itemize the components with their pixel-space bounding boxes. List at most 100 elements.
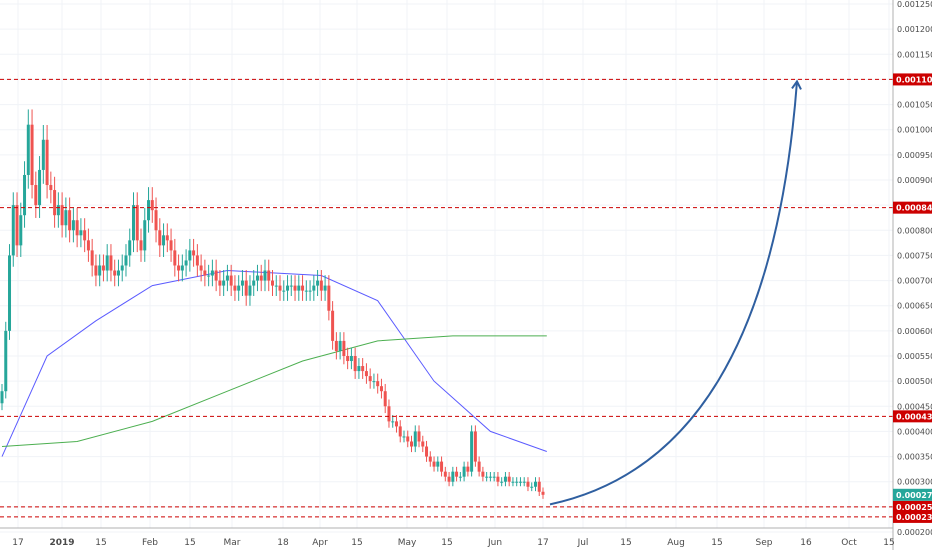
price-tick-label: 0.00040000 — [897, 427, 932, 436]
candle-body — [331, 310, 335, 341]
candle-body — [323, 285, 327, 291]
candle-body — [342, 340, 346, 356]
candle-body — [503, 476, 507, 482]
candle-body — [436, 461, 440, 467]
time-tick-label: 15 — [184, 538, 195, 548]
candle-body — [391, 421, 395, 423]
level-tag — [893, 510, 932, 523]
price-tick-label: 0.00030000 — [897, 478, 932, 487]
candle-body — [488, 476, 492, 478]
price-tick-label: 0.00105000 — [897, 101, 932, 110]
candle-body — [177, 265, 181, 271]
price-tick-label: 0.00050000 — [897, 377, 932, 386]
candle-body — [195, 255, 199, 266]
candle-body — [470, 431, 474, 472]
candle-body — [210, 270, 214, 276]
price-tick-label: 0.00020000 — [897, 528, 932, 537]
candle-body — [30, 124, 34, 186]
time-tick-label: May — [398, 538, 417, 548]
candle-body — [515, 481, 519, 483]
candle-body — [462, 466, 466, 477]
level-tag — [893, 201, 932, 214]
time-axis[interactable]: 17 2019 15 Feb 15 Mar 18 Apr 15 May 15 Jun 17 Jul 15 Au… — [12, 538, 894, 548]
candle-body — [432, 461, 436, 467]
price-tick-label: 0.00090000 — [897, 176, 932, 185]
candle-body — [60, 205, 64, 226]
time-tick-label: Oct — [841, 538, 857, 548]
time-tick-label: 16 — [800, 538, 812, 548]
price-tick-label: 0.00045000 — [897, 402, 932, 411]
candle-body — [485, 476, 489, 478]
candle-body — [237, 285, 241, 291]
price-tick-label: 0.00100000 — [897, 126, 932, 135]
candle-body — [301, 285, 305, 291]
candle-body — [207, 275, 211, 277]
candle-body — [421, 441, 425, 447]
candle-body — [394, 421, 398, 427]
candle-body — [244, 280, 248, 296]
candle-body — [71, 220, 75, 231]
candle-body — [199, 265, 203, 271]
candle-body — [327, 285, 331, 311]
candle-body — [116, 270, 120, 276]
candle-body — [34, 185, 38, 206]
time-tick-label: Aug — [667, 538, 685, 548]
moving-average-lines — [1, 269, 547, 457]
candle-body — [282, 290, 286, 292]
candle-body — [319, 280, 323, 291]
candle-body — [349, 356, 353, 362]
time-tick-label: Mar — [224, 538, 241, 548]
candle-body — [154, 210, 158, 231]
candle-body — [425, 446, 429, 457]
time-tick-label: 17 — [12, 538, 23, 548]
candle-body — [537, 481, 541, 492]
price-axis[interactable]: 0.00125000 0.00120000 0.00115000 0.00110000… — [897, 0, 932, 537]
price-tick-label: 0.00065000 — [897, 302, 932, 311]
time-tick-label: Jul — [577, 538, 589, 548]
candle-body — [316, 280, 320, 286]
candle-body — [481, 471, 485, 477]
candle-body — [229, 275, 233, 286]
time-tick-label: Sep — [756, 538, 773, 548]
level-tag-label: 0.00084500 — [896, 204, 932, 213]
time-tick-label: 17 — [537, 538, 548, 548]
candle-body — [398, 426, 402, 437]
candle-body — [259, 275, 263, 281]
candle-body — [173, 250, 177, 266]
price-tick-label: 0.00060000 — [897, 327, 932, 336]
candle-body — [334, 340, 338, 351]
candle-body — [293, 285, 297, 291]
candle-body — [458, 476, 462, 478]
candle-body — [225, 275, 229, 281]
moving-average-line — [1, 335, 547, 447]
time-tick-label: Feb — [142, 538, 158, 548]
candle-body — [135, 205, 139, 241]
candle-body — [214, 270, 218, 281]
candle-body — [15, 205, 19, 246]
candle-body — [255, 275, 259, 281]
candle-body — [233, 285, 237, 291]
time-tick-label: 15 — [95, 538, 106, 548]
candle-body — [162, 235, 166, 246]
candle-body — [222, 280, 226, 286]
candle-body — [526, 481, 530, 487]
candle-body — [56, 205, 60, 216]
candle-body — [364, 371, 368, 377]
candle-body — [150, 200, 154, 211]
last-price-tag — [893, 488, 932, 501]
candle-body — [428, 456, 432, 462]
time-tick-label: 15 — [711, 538, 722, 548]
candle-body — [8, 255, 12, 331]
candle-body — [289, 285, 293, 287]
candle-body — [417, 431, 421, 442]
candle-body — [53, 190, 57, 216]
candle-body — [49, 185, 53, 191]
candle-body — [41, 139, 45, 170]
price-tick-label: 0.00120000 — [897, 25, 932, 34]
projection-arrowhead — [791, 79, 802, 90]
candle-body — [507, 476, 511, 482]
candle-body — [518, 481, 522, 483]
time-tick-label: 15 — [883, 538, 894, 548]
time-tick-label: 15 — [620, 538, 631, 548]
